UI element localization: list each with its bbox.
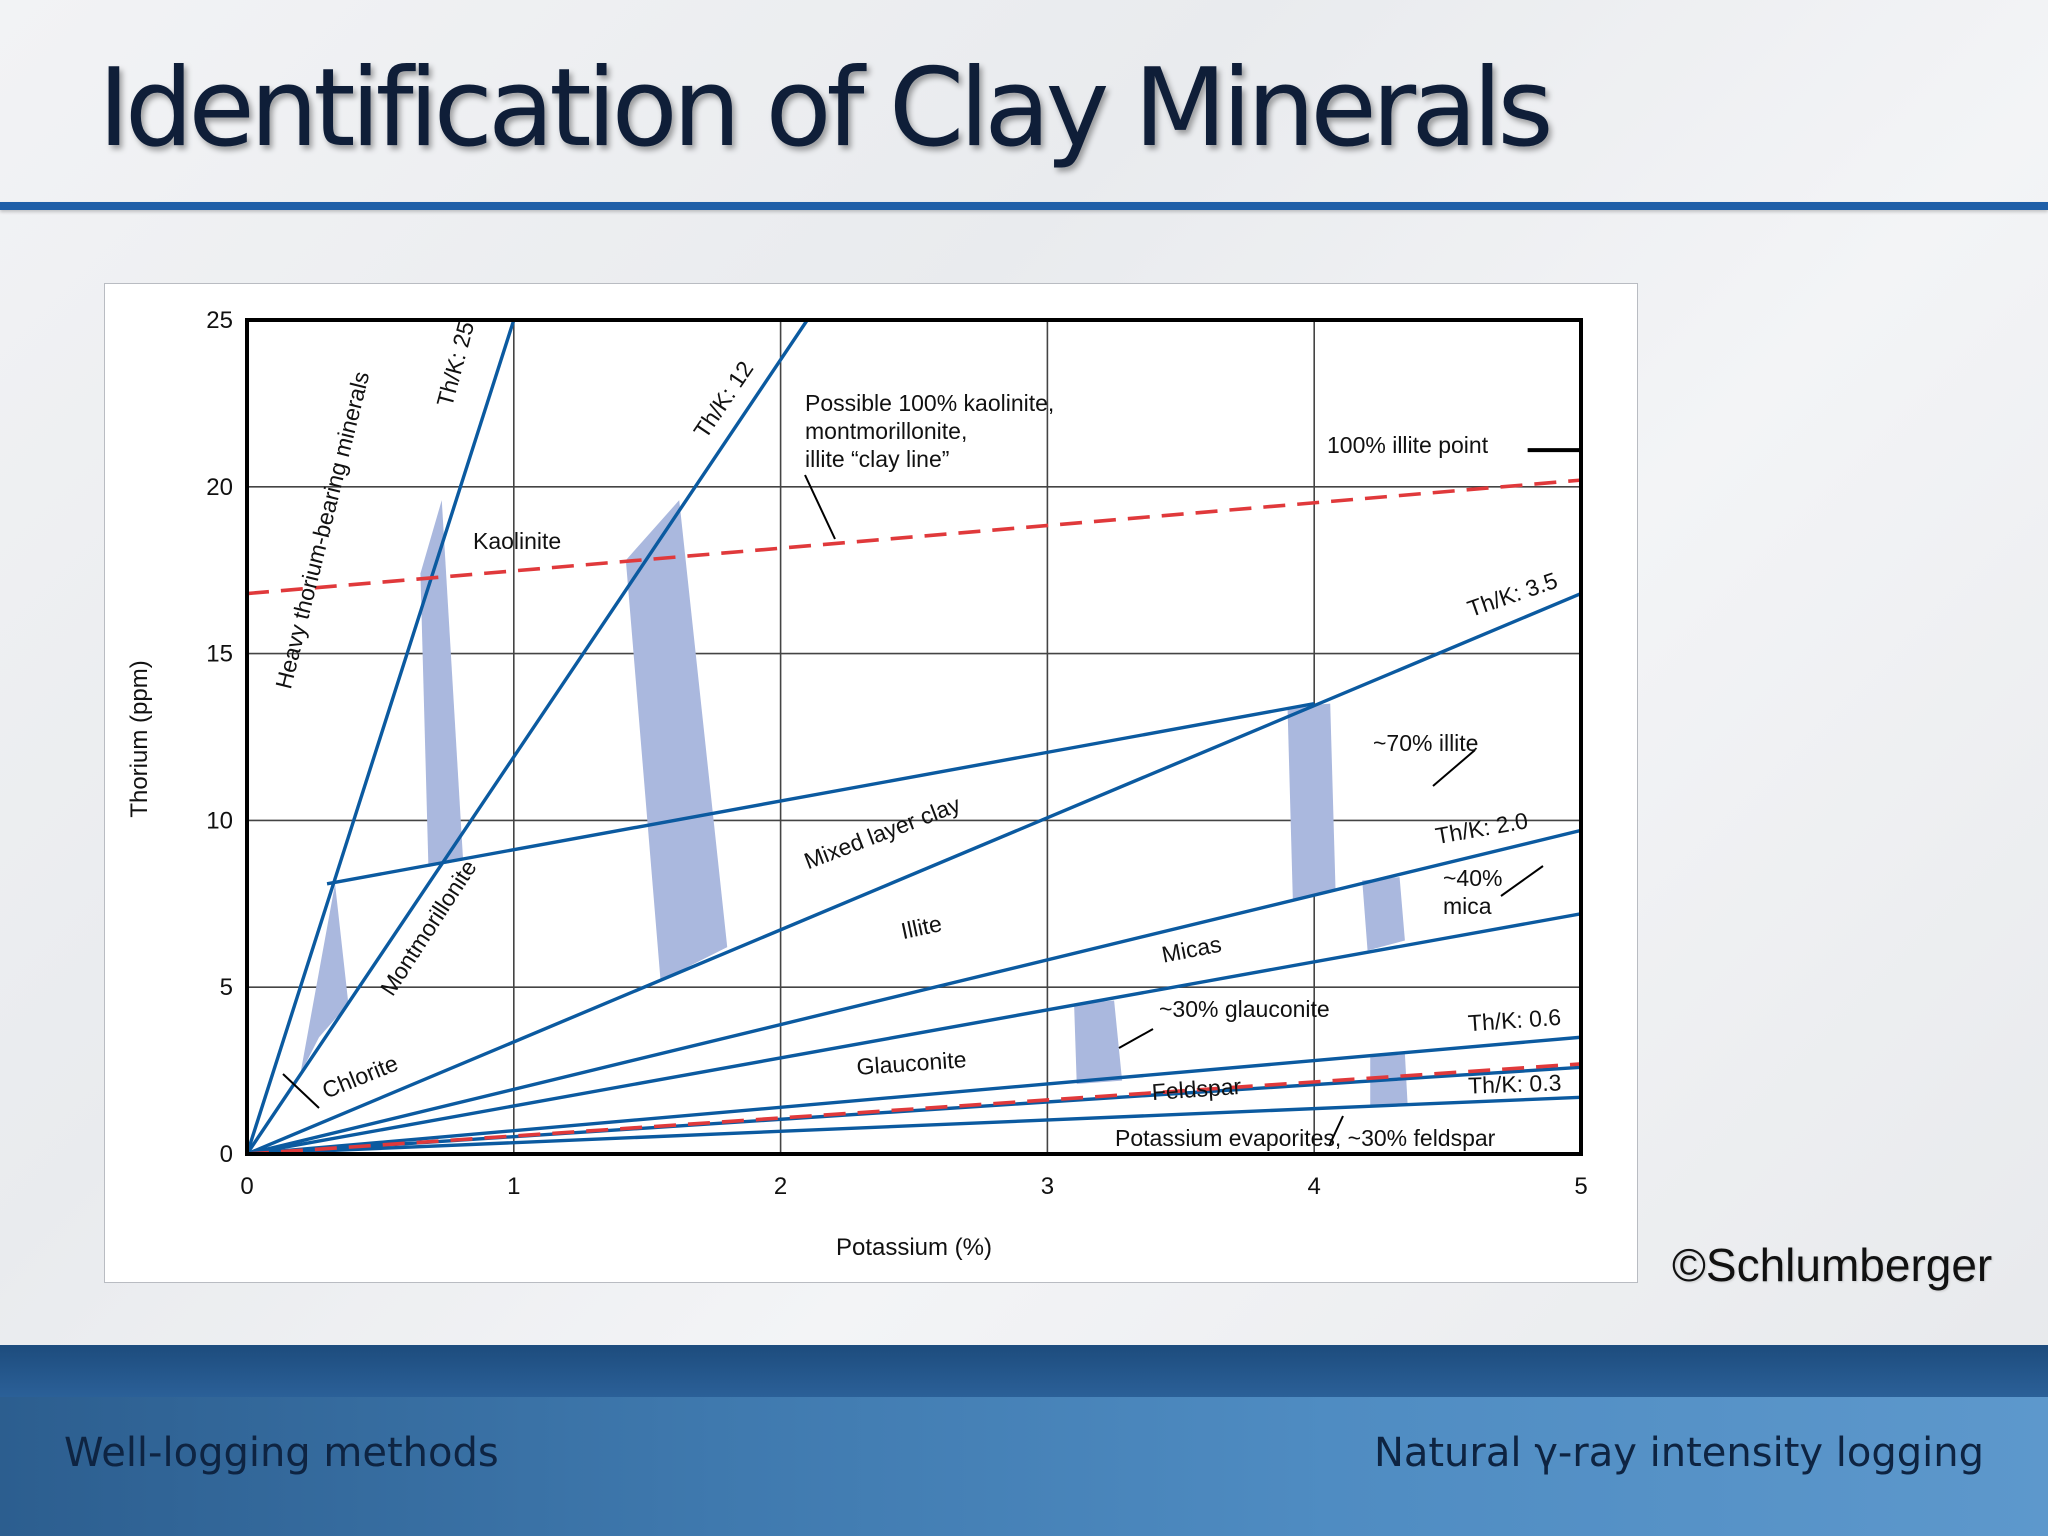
footer-topic: Natural γ-ray intensity logging: [1373, 1430, 1984, 1476]
series-line: [247, 828, 1581, 1154]
series-label-th-k-3-5: Th/K: 3.5: [1464, 567, 1561, 622]
title-rule: [0, 202, 2048, 210]
mineral-band: [625, 500, 728, 981]
y-axis-label: Thorium (ppm): [126, 660, 153, 817]
series-line: [247, 591, 1581, 1154]
series-line: [326, 701, 1315, 886]
footer-course-title: Well-logging methods: [64, 1430, 499, 1476]
series-label-th-k-2-0: Th/K: 2.0: [1433, 807, 1529, 849]
clay-crossplot-chart: 0 1 2 3 4 5 0 5 10 15 20 25 Potassium (%) Thorium (…: [126, 307, 1588, 1261]
mineral-band: [1362, 877, 1405, 951]
mineral-band: [1287, 703, 1336, 901]
slide-title: Identification of Clay Minerals: [98, 46, 1554, 171]
series-line: [247, 912, 1581, 1154]
label-clay-line-3: illite “clay line”: [805, 446, 949, 472]
series-line: [247, 320, 516, 1154]
series-line: [247, 1035, 1581, 1154]
label-potassium-evaporites: Potassium evaporites, ~30% feldspar: [1115, 1125, 1496, 1151]
series-label-th-k-12: Th/K: 12: [688, 356, 758, 443]
label-montmorillonite: Montmorillonite: [375, 855, 482, 1000]
x-tick-label: 4: [1308, 1173, 1321, 1200]
label-clay-line-1: Possible 100% kaolinite,: [805, 390, 1054, 416]
series-label-th-k-25: Th/K: 25: [431, 319, 479, 410]
plot-frame: [245, 318, 1583, 1156]
mineral-band: [1074, 1000, 1123, 1084]
leader-30-glauconite: [1118, 1028, 1154, 1049]
mineral-band: [420, 500, 464, 868]
series-line: [247, 320, 809, 1154]
y-tick-label: 25: [206, 307, 233, 334]
leader-chlorite: [282, 1073, 320, 1109]
dashed-line: [247, 478, 1581, 596]
leader-70-illite: [1432, 749, 1476, 787]
label-clay-line-2: montmorillonite,: [805, 418, 967, 444]
series-line: [247, 1095, 1581, 1154]
y-tick-label: 20: [206, 474, 233, 501]
x-tick-label: 0: [240, 1173, 253, 1200]
label-30-glauconite: ~30% glauconite: [1159, 996, 1330, 1022]
copyright-notice: ©Schlumberger: [1672, 1239, 1993, 1291]
label-40-mica-1: ~40%: [1443, 865, 1502, 891]
label-heavy-thorium: Heavy thorium-bearing minerals: [270, 369, 374, 692]
label-kaolinite: Kaolinite: [473, 528, 561, 554]
x-tick-label: 2: [774, 1173, 787, 1200]
chart-figure: 0 1 2 3 4 5 0 5 10 15 20 25 Potassium (%) Thorium (…: [104, 283, 1638, 1283]
label-40-mica-2: mica: [1443, 893, 1492, 919]
y-tick-label: 5: [220, 974, 233, 1001]
dashed-line: [247, 1062, 1581, 1154]
leader-potassium-evaporites: [1328, 1115, 1344, 1147]
x-axis-label: Potassium (%): [836, 1234, 992, 1261]
x-tick-label: 5: [1574, 1173, 1587, 1200]
label-illite: Illite: [899, 910, 944, 944]
mineral-band: [300, 883, 349, 1074]
series-label-th-k-0-6: Th/K: 0.6: [1467, 1004, 1562, 1036]
y-tick-label: 0: [220, 1141, 233, 1168]
x-tick-label: 3: [1041, 1173, 1054, 1200]
label-illite-point: 100% illite point: [1327, 432, 1489, 458]
label-feldspar: Feldspar: [1151, 1073, 1242, 1105]
footer-bar: Well-logging methods Natural γ-ray inten…: [0, 1345, 2048, 1536]
y-tick-label: 10: [206, 807, 233, 834]
y-tick-label: 15: [206, 641, 233, 668]
leader-40-mica: [1500, 865, 1544, 897]
footer-band: [0, 1345, 2048, 1397]
series-label-th-k-0-3: Th/K: 0.3: [1468, 1069, 1562, 1098]
label-70-illite: ~70% illite: [1373, 730, 1478, 756]
label-micas: Micas: [1160, 931, 1224, 968]
x-tick-label: 1: [507, 1173, 520, 1200]
leader-clay-line: [804, 474, 836, 540]
label-glauconite: Glauconite: [856, 1046, 968, 1080]
